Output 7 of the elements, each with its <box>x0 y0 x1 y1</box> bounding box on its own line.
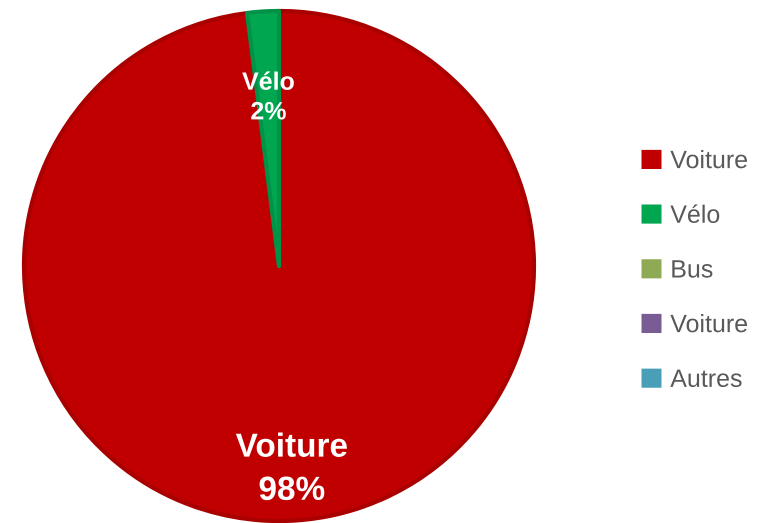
legend-label: Vélo <box>670 204 720 224</box>
legend-label: Bus <box>672 260 712 278</box>
slice-label: Voiture <box>236 432 347 457</box>
data-label: 98% <box>260 476 324 500</box>
legend-label: Voiture <box>670 314 747 332</box>
legend-label: Voiture <box>670 150 747 168</box>
legend-label: Autres <box>670 370 742 388</box>
